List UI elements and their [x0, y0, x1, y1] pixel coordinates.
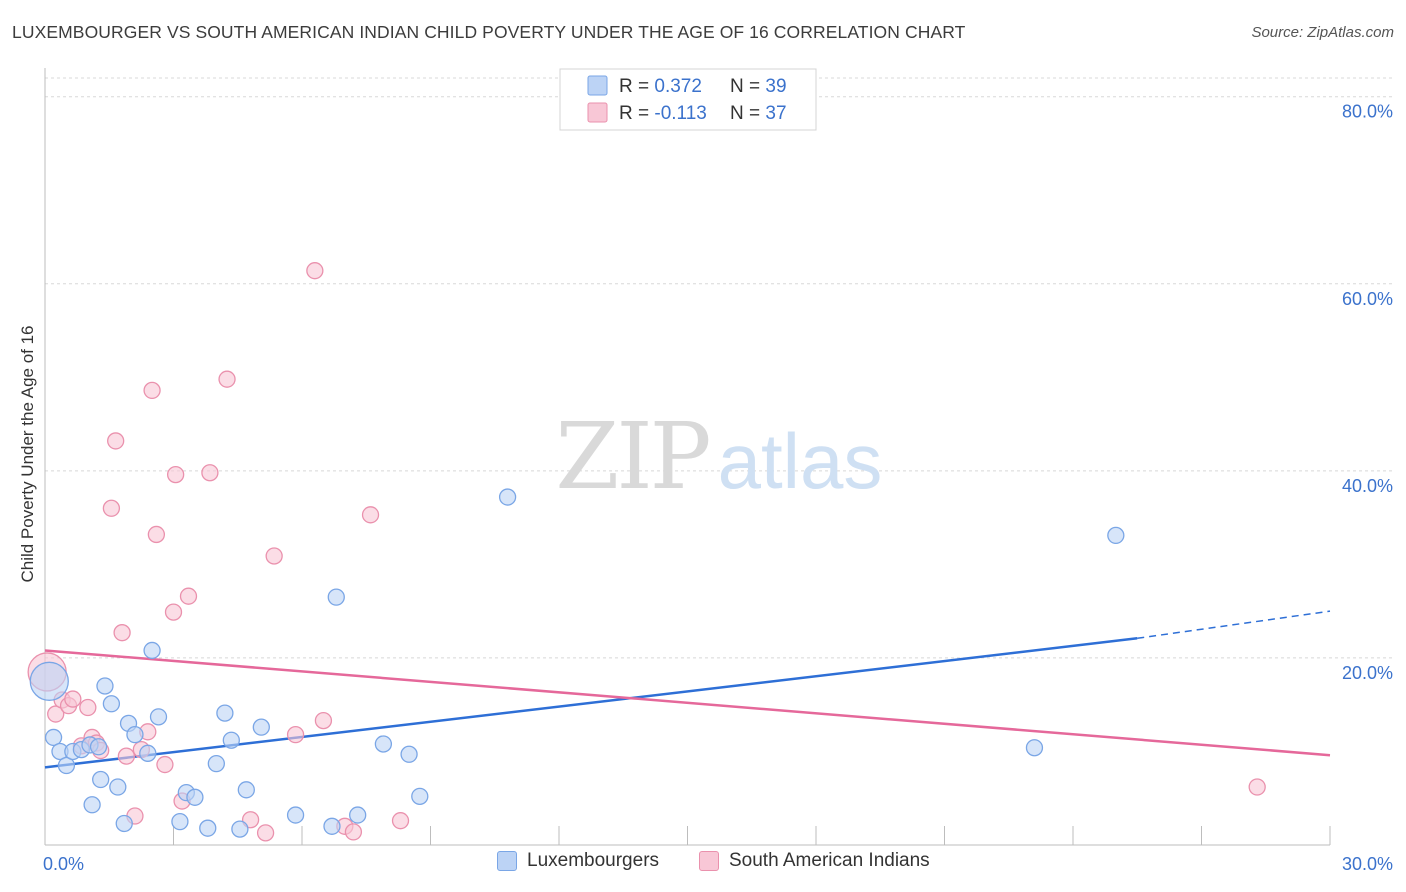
point-south-american-indians	[218, 370, 236, 388]
point-luxembourgers	[92, 770, 110, 789]
point-luxembourgers	[126, 725, 144, 744]
point-south-american-indians	[79, 698, 97, 717]
point-luxembourgers	[374, 735, 393, 753]
legend-item-south-american-indians: South American Indians	[699, 850, 930, 872]
legend-r-value-1: 0.372	[654, 76, 702, 97]
point-luxembourgers	[498, 488, 517, 506]
source-credit: Source: ZipAtlas.com	[1251, 24, 1394, 41]
point-south-american-indians	[265, 547, 283, 565]
point-south-american-indians	[256, 824, 275, 842]
gridlines	[45, 77, 1392, 659]
point-south-american-indians	[147, 525, 166, 544]
point-luxembourgers	[207, 754, 225, 773]
point-luxembourgers	[139, 744, 157, 762]
point-luxembourgers	[29, 661, 69, 701]
point-south-american-indians	[164, 603, 183, 621]
point-luxembourgers	[237, 781, 255, 799]
point-luxembourgers	[216, 704, 234, 722]
legend-n-label-2: N =	[730, 103, 765, 124]
point-south-american-indians	[1248, 778, 1266, 796]
legend-n-label-1: N =	[730, 76, 765, 97]
point-south-american-indians	[344, 823, 363, 841]
point-luxembourgers	[171, 812, 189, 831]
point-south-american-indians	[166, 465, 185, 484]
chart-title: LUXEMBOURGER VS SOUTH AMERICAN INDIAN CH…	[12, 22, 966, 42]
legend-r-label-1: R =	[619, 76, 654, 97]
point-luxembourgers	[323, 817, 341, 835]
point-south-american-indians	[47, 705, 65, 723]
tick-labels: 20.0% 40.0% 60.0% 80.0% 0.0% 30.0%	[43, 102, 1393, 874]
point-luxembourgers	[286, 806, 305, 824]
legend-swatch-south-american-indians	[587, 102, 608, 123]
axes	[44, 68, 1331, 846]
y-axis-label: Child Poverty Under the Age of 16	[18, 325, 37, 583]
legend-r-value-2: -0.113	[654, 103, 706, 124]
point-south-american-indians	[179, 587, 198, 605]
point-luxembourgers	[109, 778, 127, 796]
point-south-american-indians	[156, 755, 174, 774]
watermark-zip: ZIP	[555, 403, 708, 510]
point-south-american-indians	[113, 624, 131, 642]
point-luxembourgers	[327, 588, 345, 606]
point-luxembourgers	[96, 677, 114, 695]
legend-label: South American Indians	[729, 850, 930, 871]
point-south-american-indians	[286, 725, 305, 744]
legend-n-value-2: 37	[765, 103, 786, 124]
point-luxembourgers	[44, 728, 63, 747]
x-tick-label: 0.0%	[43, 854, 84, 874]
point-luxembourgers	[57, 756, 76, 775]
point-luxembourgers	[186, 788, 204, 806]
point-luxembourgers	[411, 787, 429, 806]
trend-line-luxembourgers-extension	[1137, 610, 1331, 640]
y-tick-label: 20.0%	[1342, 663, 1393, 683]
y-tick-label: 40.0%	[1342, 476, 1393, 496]
legend-swatch-luxembourgers	[587, 75, 608, 96]
x-tick-label: 30.0%	[1342, 854, 1393, 874]
point-luxembourgers	[349, 806, 367, 824]
stats-legend: R = 0.372 N = 39 R = -0.113 N = 37	[559, 68, 817, 131]
point-luxembourgers	[115, 814, 133, 833]
y-tick-label: 60.0%	[1342, 289, 1393, 309]
point-luxembourgers	[400, 745, 418, 763]
trend-line-south-american-indians	[44, 649, 1331, 757]
svg-text:N = 37: N = 37	[730, 103, 787, 124]
legend-n-value-1: 39	[765, 76, 786, 97]
point-luxembourgers	[102, 695, 121, 713]
svg-text:N = 39: N = 39	[730, 76, 787, 97]
svg-text:R = 0.372: R = 0.372	[619, 76, 702, 97]
point-south-american-indians	[314, 711, 333, 730]
point-south-american-indians	[391, 812, 410, 830]
point-south-american-indians	[102, 499, 121, 517]
data-points	[27, 262, 1266, 842]
point-south-american-indians	[306, 262, 324, 280]
legend-swatch	[497, 851, 517, 871]
point-south-american-indians	[107, 432, 125, 450]
point-south-american-indians	[201, 464, 219, 482]
point-luxembourgers	[89, 738, 108, 756]
point-south-american-indians	[64, 690, 82, 708]
point-south-american-indians	[143, 381, 161, 400]
legend-label: Luxembourgers	[527, 850, 660, 871]
legend-swatch	[699, 851, 719, 871]
watermark-atlas: atlas	[718, 417, 883, 505]
point-south-american-indians	[361, 506, 380, 524]
point-luxembourgers	[222, 731, 240, 749]
point-luxembourgers	[252, 718, 270, 736]
y-tick-label: 80.0%	[1342, 102, 1393, 122]
point-luxembourgers	[1107, 526, 1125, 545]
svg-text:R = -0.113: R = -0.113	[619, 103, 707, 124]
point-luxembourgers	[143, 641, 161, 660]
point-luxembourgers	[149, 708, 168, 726]
legend-item-luxembourgers: Luxembourgers	[497, 850, 659, 872]
point-luxembourgers	[1025, 739, 1044, 757]
point-luxembourgers	[199, 819, 217, 837]
legend-r-label-2: R =	[619, 103, 654, 124]
point-luxembourgers	[231, 820, 249, 838]
point-south-american-indians	[117, 747, 136, 765]
point-luxembourgers	[83, 796, 101, 814]
